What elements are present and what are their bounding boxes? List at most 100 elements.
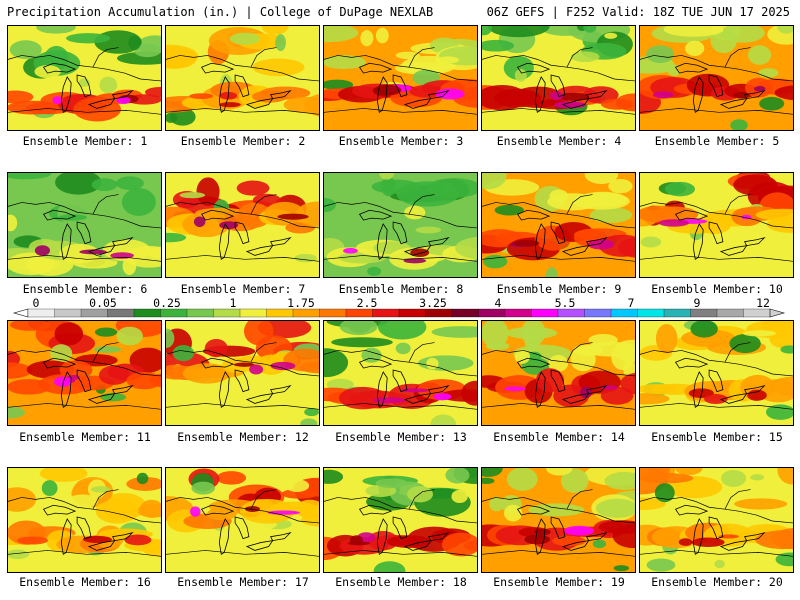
precip-maximum <box>110 252 134 259</box>
lake-outline <box>76 74 92 98</box>
precip-patch <box>326 378 354 390</box>
ensemble-member-label: Ensemble Member: 12 <box>177 430 309 444</box>
precip-band <box>620 372 635 395</box>
precip-patch <box>640 61 679 74</box>
precip-patch <box>55 173 102 195</box>
precip-band <box>294 499 319 519</box>
precip-patch <box>431 326 477 338</box>
border-line <box>482 550 635 557</box>
colorbar-bin <box>610 308 638 318</box>
border-line <box>408 489 435 510</box>
ensemble-member-label: Ensemble Member: 3 <box>338 134 464 148</box>
lake-outline <box>234 369 250 393</box>
precip-patch <box>514 68 527 82</box>
precip-patch <box>560 468 589 493</box>
precip-maximum <box>435 88 465 100</box>
lake-outline <box>428 90 450 100</box>
precip-patch <box>252 193 281 207</box>
lake-outline <box>550 369 566 393</box>
lake-outline <box>744 385 766 395</box>
precip-band <box>8 90 34 104</box>
precip-patch <box>166 27 186 41</box>
lake-outline <box>245 245 274 256</box>
lake-outline <box>270 532 292 542</box>
lake-outline <box>534 223 546 261</box>
lake-outline <box>87 540 116 551</box>
precip-patch <box>549 189 569 203</box>
colorbar-bin <box>478 308 506 318</box>
lake-outline <box>245 98 274 109</box>
lake-outline <box>42 357 77 369</box>
border-line <box>250 47 277 68</box>
precip-maximum <box>116 96 131 105</box>
lake-outline <box>708 221 724 245</box>
lake-outline <box>218 371 230 409</box>
ensemble-map-panel <box>639 467 794 573</box>
border-line <box>166 108 319 115</box>
lake-outline <box>270 90 292 100</box>
precip-patch <box>407 485 433 503</box>
border-line <box>408 194 435 215</box>
lake-outline <box>428 237 450 247</box>
border-line <box>640 497 793 524</box>
colorbar-bin <box>690 308 718 318</box>
precip-maximum <box>52 96 63 105</box>
lake-outline <box>392 74 408 98</box>
border-line <box>8 55 161 82</box>
precip-maximum <box>564 525 595 536</box>
precip-patch <box>604 32 618 39</box>
precip-band <box>461 380 477 406</box>
precip-maximum <box>244 506 260 512</box>
border-line <box>640 550 793 557</box>
precip-patch <box>166 44 198 68</box>
ensemble-member-label: Ensemble Member: 1 <box>22 134 148 148</box>
precip-maximum <box>754 86 766 92</box>
ensemble-map-panel <box>481 467 636 573</box>
precip-patch <box>216 471 247 485</box>
lake-outline <box>708 516 724 540</box>
border-line <box>640 202 793 229</box>
colorbar <box>12 308 786 318</box>
lake-outline <box>516 504 551 516</box>
precip-patch <box>588 333 618 347</box>
ensemble-member-label: Ensemble Member: 14 <box>493 430 625 444</box>
lake-outline <box>358 504 393 516</box>
lake-outline <box>87 393 116 404</box>
precip-patch <box>229 32 261 45</box>
precip-patch <box>140 499 161 518</box>
lake-outline <box>200 357 235 369</box>
lake-outline <box>561 245 590 256</box>
precip-maximum <box>79 249 107 255</box>
border-line <box>566 194 593 215</box>
colorbar-tick-label: 0.25 <box>153 296 181 310</box>
precip-band <box>195 207 248 218</box>
lake-outline <box>403 245 432 256</box>
ensemble-map-panel <box>323 467 478 573</box>
precip-band <box>298 361 319 374</box>
ensemble-map-panel <box>481 172 636 278</box>
chart-title: Precipitation Accumulation (in.) | Colle… <box>7 5 434 19</box>
border-line <box>8 497 161 524</box>
lake-outline <box>60 518 72 556</box>
lake-outline <box>586 385 608 395</box>
lake-outline <box>516 357 551 369</box>
precip-patch <box>584 173 619 184</box>
border-line <box>8 550 161 557</box>
precip-patch <box>690 321 718 338</box>
precip-patch <box>548 355 569 372</box>
lake-outline <box>76 221 92 245</box>
colorbar-tick-label: 2.5 <box>356 296 378 310</box>
precip-patch <box>128 35 141 51</box>
ensemble-member-label: Ensemble Member: 20 <box>651 575 783 589</box>
lake-outline <box>392 369 408 393</box>
lake-outline <box>534 518 546 556</box>
lake-outline <box>561 540 590 551</box>
colorbar-bin <box>266 308 294 318</box>
border-line <box>640 108 793 115</box>
lake-outline <box>218 76 230 114</box>
precip-patch <box>675 468 703 476</box>
precip-patch <box>545 267 558 277</box>
precip-patch <box>50 344 73 363</box>
precip-patch <box>8 487 37 512</box>
ensemble-map-panel <box>481 25 636 131</box>
